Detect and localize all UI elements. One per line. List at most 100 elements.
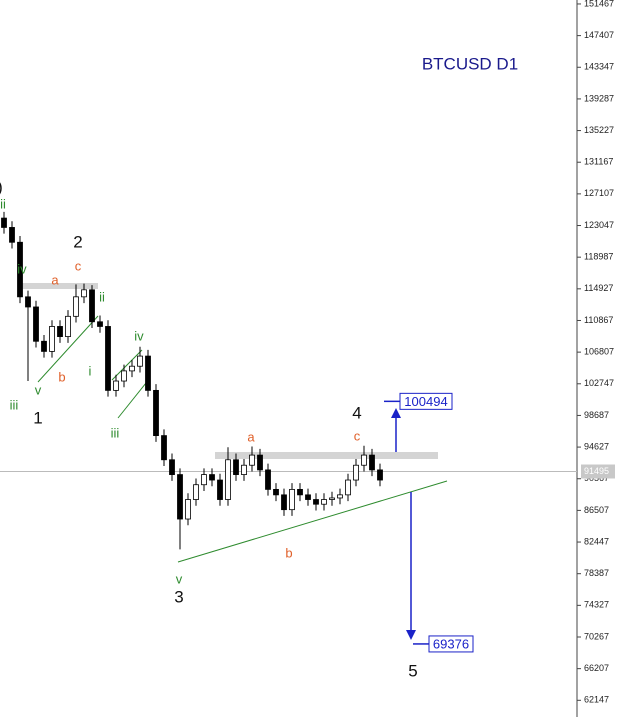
- wave-label: a: [247, 429, 255, 444]
- candle-body: [145, 355, 151, 391]
- candle-body: [201, 474, 207, 486]
- candle-body: [225, 459, 231, 500]
- candle-body: [161, 435, 167, 461]
- wave-label: iii: [10, 397, 19, 412]
- last-price-label: 91495: [584, 466, 609, 476]
- y-tick-label: 139287: [584, 93, 614, 103]
- y-tick-label: 86507: [584, 505, 609, 515]
- wave-label: 1: [33, 408, 42, 427]
- candle-body: [41, 340, 47, 352]
- y-tick-label: 78387: [584, 568, 609, 578]
- candle-body: [249, 454, 255, 466]
- trend-line: [177, 480, 448, 563]
- candle-body: [185, 499, 191, 520]
- candle-body: [337, 494, 343, 499]
- wave-label: 4: [352, 403, 361, 422]
- candle-body: [241, 464, 247, 475]
- y-tick-label: 127107: [584, 188, 614, 198]
- y-tick-label: 151467: [584, 0, 614, 8]
- candle-body: [9, 227, 15, 243]
- candle-body: [33, 306, 39, 342]
- candle-body: [121, 370, 127, 382]
- wave-label: a: [51, 272, 59, 287]
- wave-label: c: [354, 428, 361, 443]
- candle-body: [57, 326, 63, 337]
- target-label: 69376: [433, 636, 469, 651]
- candle-body: [177, 474, 183, 520]
- candle-body: [321, 499, 327, 505]
- candle-body: [257, 454, 263, 471]
- candle-body: [129, 365, 135, 372]
- y-tick-label: 118987: [584, 252, 613, 262]
- candle-body: [273, 488, 279, 496]
- candle-body: [113, 380, 119, 391]
- candle-body: [297, 488, 303, 496]
- y-tick-label: 82447: [584, 536, 609, 546]
- wave-label: 3: [174, 587, 183, 606]
- y-tick-label: 106807: [584, 347, 614, 357]
- wave-label: b: [285, 545, 292, 560]
- candle-body: [81, 289, 87, 298]
- candle-body: [49, 326, 55, 352]
- y-tick-label: 102747: [584, 378, 614, 388]
- y-tick-label: 131167: [584, 157, 613, 167]
- candle-body: [153, 389, 159, 437]
- wave-label: iii: [111, 425, 120, 440]
- target-label: 100494: [404, 394, 447, 409]
- candle-body: [105, 326, 111, 391]
- arrow-head: [406, 630, 416, 640]
- y-tick-label: 94627: [584, 441, 609, 451]
- y-tick-label: 98687: [584, 410, 609, 420]
- y-tick-label: 74327: [584, 600, 609, 610]
- resistance-zone: [215, 452, 438, 459]
- arrow-head: [391, 408, 401, 418]
- candle-body: [305, 494, 311, 500]
- wave-label: c: [75, 258, 82, 273]
- candle-body: [25, 296, 31, 308]
- candle-body: [329, 497, 335, 500]
- wave-label: iv: [17, 261, 27, 276]
- candle-body: [193, 484, 199, 500]
- wave-label: v: [35, 382, 42, 397]
- candle-body: [137, 355, 143, 367]
- resistance-zone: [18, 283, 98, 289]
- y-tick-label: 114927: [584, 283, 613, 293]
- candle-body: [217, 479, 223, 500]
- candle-body: [377, 469, 383, 481]
- candle-body: [361, 454, 367, 466]
- wave-label: 2: [73, 232, 82, 251]
- y-tick-label: 147407: [584, 30, 614, 40]
- target-box: [399, 392, 453, 410]
- candle-body: [289, 488, 295, 511]
- y-tick-label: 110867: [584, 315, 613, 325]
- y-tick-label: 70267: [584, 631, 609, 641]
- y-tick-label: 62147: [584, 695, 609, 705]
- last-price-box: [581, 464, 615, 479]
- trend-line: [111, 349, 143, 381]
- wave-label: ): [0, 177, 3, 196]
- y-tick-label: 66207: [584, 663, 609, 673]
- candle-body: [65, 315, 71, 337]
- candle-body: [169, 459, 175, 475]
- candle-body: [209, 474, 215, 481]
- trend-line: [37, 315, 99, 383]
- candle-body: [345, 479, 351, 496]
- trend-line: [117, 377, 151, 419]
- y-tick-label: 123047: [584, 220, 614, 230]
- y-tick-label: 135227: [584, 125, 614, 135]
- wave-label: ii: [99, 289, 105, 304]
- wave-label: ii: [0, 196, 6, 211]
- candle-body: [281, 494, 287, 511]
- candle-body: [97, 321, 103, 327]
- candle-body: [73, 296, 79, 317]
- wave-label: 5: [408, 661, 417, 680]
- candle-body: [1, 217, 7, 228]
- candle-body: [233, 459, 239, 475]
- candle-body: [353, 464, 359, 481]
- candle-body: [369, 454, 375, 471]
- candle-body: [313, 499, 319, 505]
- wave-label: v: [176, 571, 183, 586]
- target-box: [428, 635, 474, 653]
